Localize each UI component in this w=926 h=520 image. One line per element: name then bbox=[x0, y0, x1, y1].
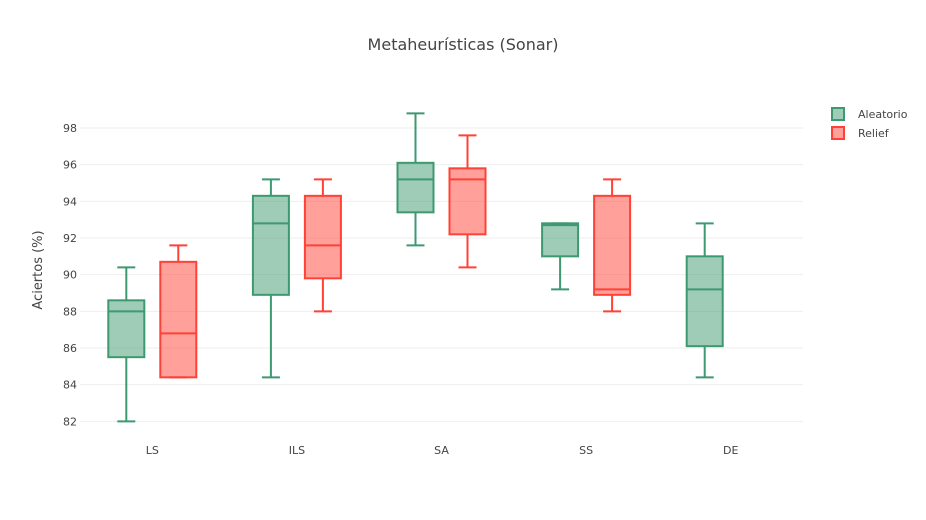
box-aleatorio-ls bbox=[107, 266, 146, 423]
y-axis-title: Aciertos (%) bbox=[31, 230, 46, 309]
x-tick-label: SA bbox=[434, 444, 449, 457]
y-tick-label: 82 bbox=[63, 415, 77, 428]
iqr-box bbox=[448, 167, 487, 236]
box-relief-ss bbox=[593, 178, 632, 313]
iqr-box bbox=[303, 194, 342, 280]
box-aleatorio-sa bbox=[396, 112, 435, 247]
iqr-box bbox=[541, 222, 580, 258]
iqr-box bbox=[251, 194, 290, 296]
box-relief-ils bbox=[303, 178, 342, 313]
x-tick-label: ILS bbox=[289, 444, 305, 457]
series-aleatorio bbox=[107, 112, 724, 423]
legend-item-relief[interactable]: Relief bbox=[831, 126, 890, 140]
y-tick-label: 90 bbox=[63, 269, 77, 282]
y-tick-label: 92 bbox=[63, 232, 77, 245]
series-relief bbox=[159, 134, 632, 379]
legend-item-aleatorio[interactable]: Aleatorio bbox=[831, 107, 908, 121]
grid-lines bbox=[80, 127, 803, 422]
legend-swatch bbox=[831, 107, 845, 121]
legend-label: Relief bbox=[858, 127, 890, 140]
iqr-box bbox=[396, 161, 435, 214]
iqr-box bbox=[685, 255, 724, 348]
legend-label: Aleatorio bbox=[858, 108, 908, 121]
iqr-box bbox=[107, 299, 146, 359]
y-tick-label: 98 bbox=[63, 122, 77, 135]
box-plot-series bbox=[107, 112, 724, 423]
y-tick-label: 88 bbox=[63, 305, 77, 318]
y-tick-label: 86 bbox=[63, 342, 77, 355]
x-axis-ticks: LS ILS SA SS DE bbox=[146, 444, 739, 457]
legend-swatch bbox=[831, 126, 845, 140]
chart-title: Metaheurísticas (Sonar) bbox=[368, 35, 559, 54]
y-tick-label: 96 bbox=[63, 159, 77, 172]
x-tick-label: LS bbox=[146, 444, 159, 457]
iqr-box bbox=[593, 194, 632, 296]
box-aleatorio-de bbox=[685, 222, 724, 379]
x-tick-label: SS bbox=[579, 444, 593, 457]
box-relief-sa bbox=[448, 134, 487, 269]
y-axis-ticks: 82 84 86 88 90 92 94 96 98 bbox=[63, 122, 77, 428]
y-tick-label: 94 bbox=[63, 195, 77, 208]
y-tick-label: 84 bbox=[63, 379, 77, 392]
iqr-box bbox=[159, 260, 198, 379]
legend[interactable]: Aleatorio Relief bbox=[831, 107, 908, 140]
box-aleatorio-ils bbox=[251, 178, 290, 379]
box-relief-ls bbox=[159, 244, 198, 379]
x-tick-label: DE bbox=[723, 444, 738, 457]
box-aleatorio-ss bbox=[541, 222, 580, 291]
